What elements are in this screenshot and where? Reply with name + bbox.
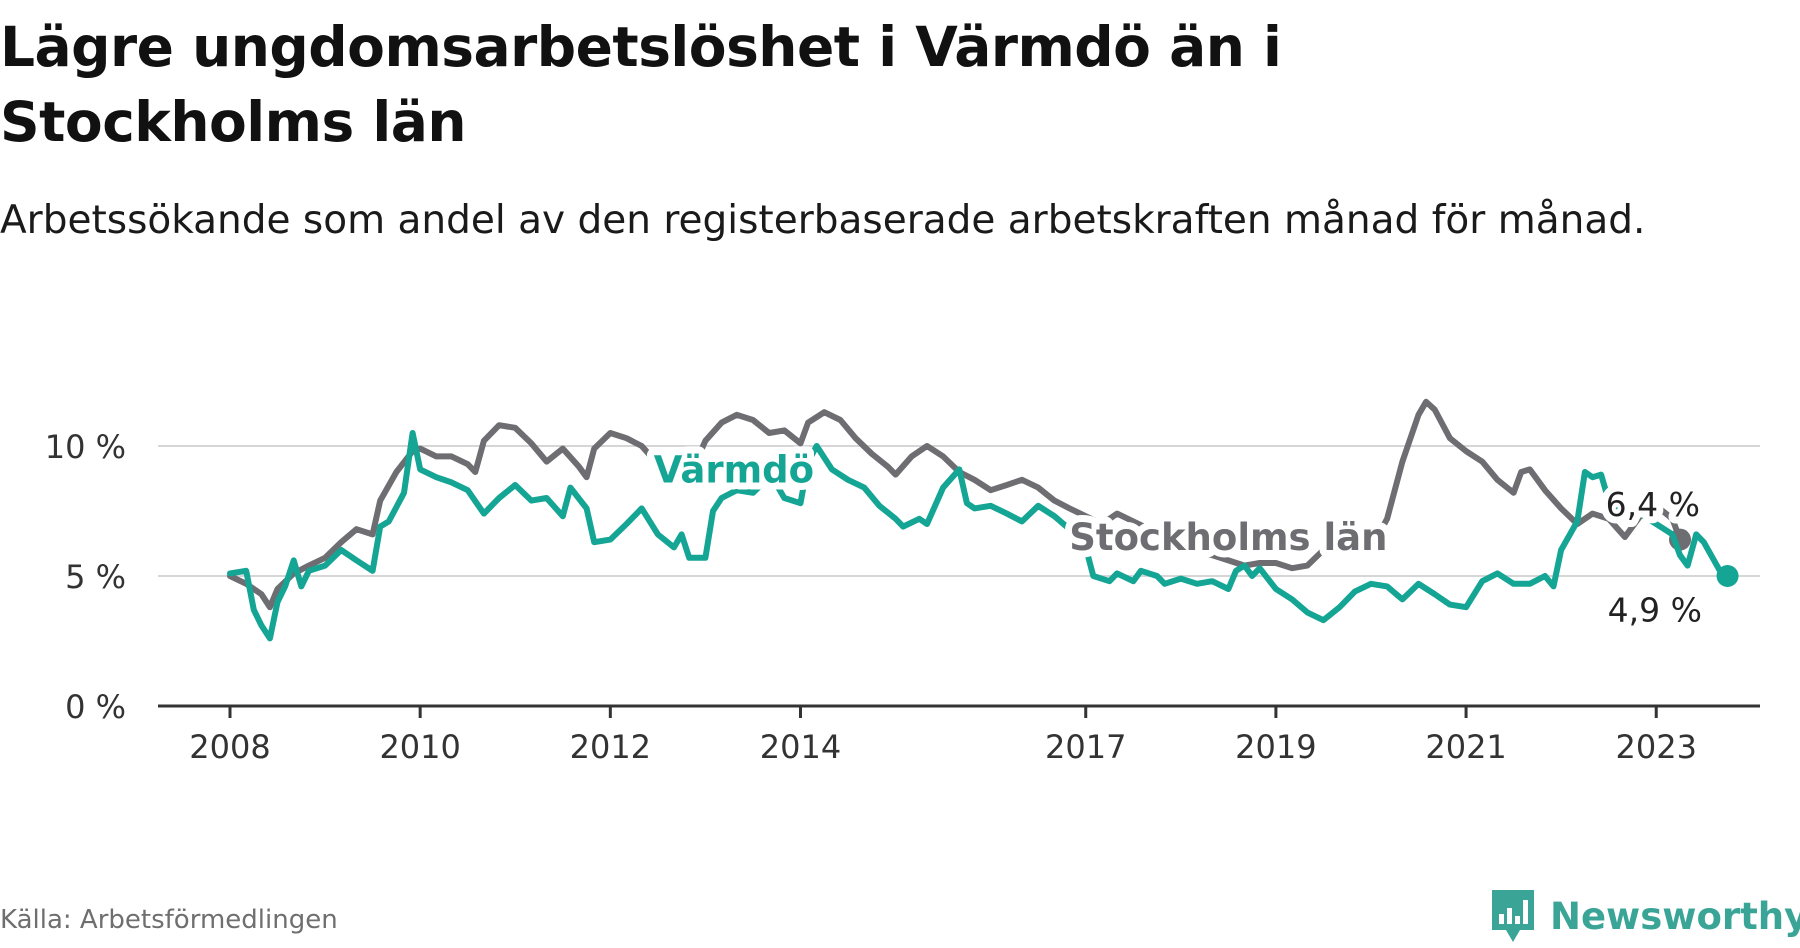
bar-chart-icon xyxy=(1492,890,1534,942)
brand-logo[interactable]: Newsworthy xyxy=(1488,886,1800,946)
series-end-value-1: 4,9 % xyxy=(1608,591,1702,630)
x-tick-label: 2017 xyxy=(1045,728,1126,766)
series-labels: Stockholms län Värmdö 6,4 % 4,9 % xyxy=(647,441,1709,636)
chart-subtitle: Arbetssökande som andel av den registerb… xyxy=(0,198,1646,243)
chart-title: Lägre ungdomsarbetslöshet i Värmdö än i … xyxy=(0,15,1282,154)
series-line-1 xyxy=(227,430,1731,642)
x-tick-label: 2010 xyxy=(379,728,460,766)
y-tick-label: 0 % xyxy=(65,688,126,726)
x-tick-label: 2023 xyxy=(1616,728,1697,766)
y-tick-label: 5 % xyxy=(65,558,126,596)
series-end-marker-1 xyxy=(1716,565,1739,587)
x-tick-label: 2019 xyxy=(1235,728,1316,766)
x-tick-label: 2012 xyxy=(570,728,651,766)
y-tick-labels: 0 % 5 % 10 % xyxy=(45,428,126,726)
x-tick-label: 2008 xyxy=(189,728,270,766)
x-tick-label: 2021 xyxy=(1425,728,1506,766)
brand-name: Newsworthy xyxy=(1550,894,1800,938)
source-note: Källa: Arbetsförmedlingen xyxy=(0,905,338,935)
x-axis: 2008 2010 2012 2014 2017 2019 2021 2023 xyxy=(158,704,1760,766)
y-tick-label: 10 % xyxy=(45,428,126,466)
series-name-label-0: Stockholms län xyxy=(1069,516,1387,559)
x-tick-label: 2014 xyxy=(760,728,841,766)
series-line-0 xyxy=(227,398,1683,611)
series-lines xyxy=(227,398,1739,642)
series-name-label-1: Värmdö xyxy=(654,448,814,491)
series-end-value-0: 6,4 % xyxy=(1606,485,1700,524)
